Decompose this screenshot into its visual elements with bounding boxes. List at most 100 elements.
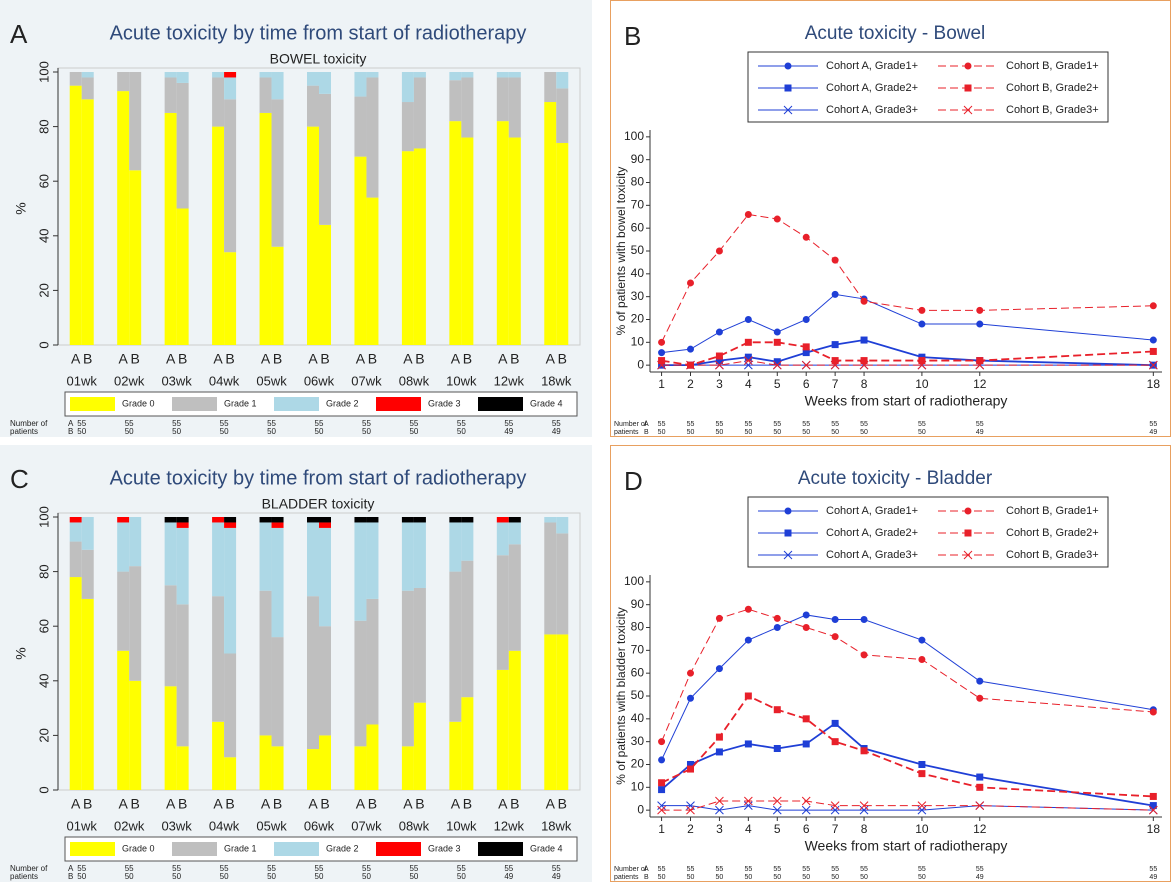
cohort-label: A xyxy=(498,796,508,812)
bar-segment xyxy=(544,102,557,345)
data-point xyxy=(860,747,868,755)
data-point xyxy=(772,796,782,806)
at-risk-value: 55 xyxy=(77,419,86,428)
data-point xyxy=(831,633,839,641)
x-axis-label: Weeks from start of radiotherapy xyxy=(805,393,1008,409)
bar-segment xyxy=(117,517,130,523)
legend-label: Grade 1 xyxy=(224,843,257,853)
data-point xyxy=(860,357,868,365)
y-tick-label: 0 xyxy=(637,357,644,371)
data-point xyxy=(715,247,723,255)
data-point xyxy=(918,320,926,328)
legend-marker xyxy=(784,62,792,70)
legend-label: Cohort B, Grade1+ xyxy=(1006,60,1099,72)
legend-label: Grade 2 xyxy=(326,843,359,853)
x-tick-label: 07wk xyxy=(351,373,382,388)
data-point xyxy=(1149,802,1157,810)
x-tick-label: 2 xyxy=(687,822,694,836)
cohort-label: A xyxy=(308,351,318,367)
at-risk-value: 55 xyxy=(172,419,181,428)
legend-label: Cohort B, Grade3+ xyxy=(1006,549,1099,561)
data-point xyxy=(657,360,666,370)
bar-segment xyxy=(117,571,130,651)
at-risk-value: 50 xyxy=(220,427,229,436)
bar-segment xyxy=(401,517,414,523)
x-tick-label: 5 xyxy=(774,377,781,391)
y-tick-label: 20 xyxy=(631,312,645,326)
bar-segment xyxy=(401,72,414,103)
cohort-label: A xyxy=(356,351,366,367)
cohort-label: B xyxy=(225,796,234,812)
legend-label: Grade 4 xyxy=(530,843,563,853)
at-risk-value: 50 xyxy=(773,429,781,436)
y-tick-label: 80 xyxy=(631,620,645,634)
legend-label: Grade 3 xyxy=(428,398,461,408)
cohort-label: A xyxy=(261,796,271,812)
x-tick-label: 04wk xyxy=(209,373,240,388)
bar-segment xyxy=(271,517,284,523)
cohort-label: B xyxy=(273,351,282,367)
y-tick-label: 100 xyxy=(624,574,644,588)
at-risk-label: patients xyxy=(10,427,38,436)
at-risk-value: 50 xyxy=(77,872,86,881)
at-risk-row-name: B xyxy=(68,872,73,881)
at-risk-value: 50 xyxy=(773,874,781,881)
bar-segment xyxy=(319,93,331,225)
data-point xyxy=(773,745,781,753)
bar-segment xyxy=(449,522,462,572)
bar-segment xyxy=(307,596,319,750)
cohort-label: B xyxy=(273,796,282,812)
cohort-label: B xyxy=(510,351,519,367)
legend-marker xyxy=(964,62,972,70)
bar-segment xyxy=(81,517,94,550)
data-point xyxy=(686,360,695,370)
bar-segment xyxy=(508,137,521,345)
bar-segment xyxy=(259,72,272,78)
at-risk-value: 55 xyxy=(687,421,695,428)
bar-segment xyxy=(224,757,237,790)
data-point xyxy=(918,655,926,663)
bar-segment xyxy=(413,148,426,345)
bar-segment xyxy=(319,626,331,736)
at-risk-value: 50 xyxy=(409,872,418,881)
at-risk-value: 55 xyxy=(267,864,276,873)
data-point xyxy=(715,805,724,815)
y-tick-label: 0 xyxy=(36,786,51,793)
legend-marker xyxy=(963,105,973,115)
at-risk-value: 55 xyxy=(552,419,561,428)
at-risk-value: 55 xyxy=(687,866,695,873)
at-risk-value: 55 xyxy=(860,866,868,873)
bar-segment xyxy=(307,749,319,790)
at-risk-value: 55 xyxy=(744,866,752,873)
cohort-label: A xyxy=(356,796,366,812)
cohort-label: B xyxy=(558,796,567,812)
at-risk-value: 50 xyxy=(267,427,276,436)
data-point xyxy=(773,706,781,714)
data-point xyxy=(1149,708,1157,716)
at-risk-value: 50 xyxy=(802,429,810,436)
at-risk-value: 49 xyxy=(1149,429,1157,436)
bar-segment xyxy=(508,77,521,138)
data-point xyxy=(743,360,753,370)
at-risk-value: 55 xyxy=(831,421,839,428)
at-risk-row-name: A xyxy=(644,421,649,428)
legend-swatch xyxy=(376,842,421,856)
x-tick-label: 18 xyxy=(1147,377,1161,391)
data-point xyxy=(686,669,694,677)
data-point xyxy=(917,360,927,370)
bar-segment xyxy=(366,517,379,523)
bar-segment xyxy=(212,126,225,345)
data-point xyxy=(831,341,839,349)
y-tick-label: 10 xyxy=(631,334,645,348)
bar-segment xyxy=(129,72,142,171)
legend xyxy=(747,51,1109,123)
legend-marker xyxy=(963,550,973,560)
bar-segment xyxy=(449,517,462,523)
data-point xyxy=(715,748,723,756)
bar-segment xyxy=(224,522,237,528)
at-risk-value: 50 xyxy=(658,874,666,881)
at-risk-value: 49 xyxy=(504,427,513,436)
bar-segment xyxy=(307,85,319,127)
cohort-label: B xyxy=(368,351,377,367)
x-tick-label: 3 xyxy=(716,822,723,836)
